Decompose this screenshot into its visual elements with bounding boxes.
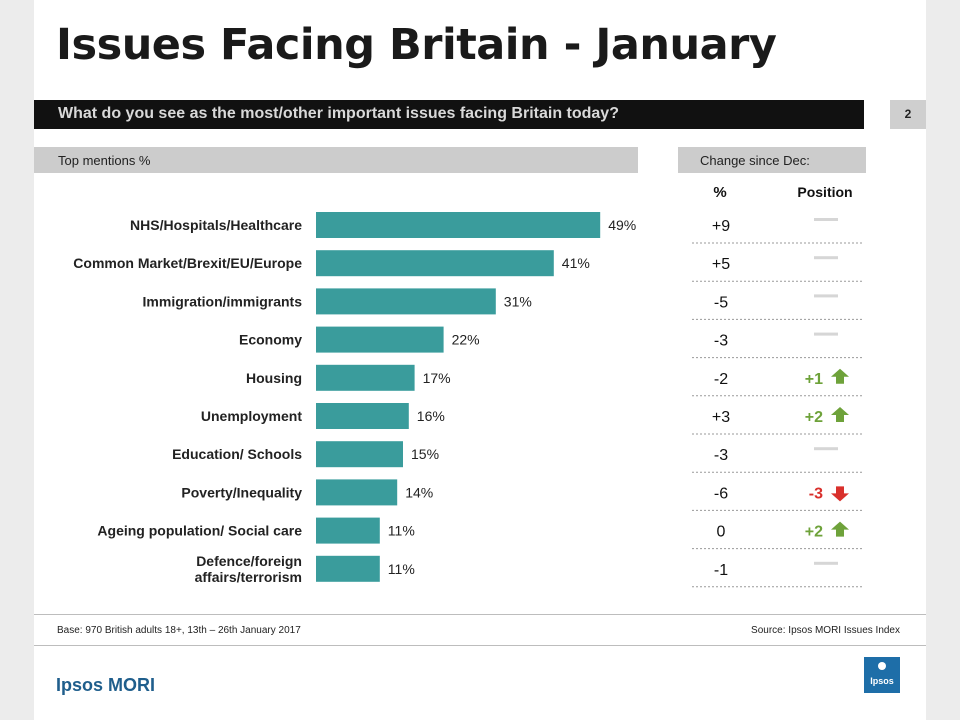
no-change-dash	[814, 561, 838, 565]
no-change-dash	[814, 294, 838, 298]
ipsos-logo: Ipsos	[864, 657, 900, 693]
change-pct: 0	[717, 524, 726, 541]
base-note: Base: 970 British adults 18+, 13th – 26t…	[57, 625, 301, 636]
arrow-up-icon	[831, 521, 849, 537]
page-title: Issues Facing Britain - January	[56, 20, 777, 70]
bar	[316, 517, 380, 544]
category-label: Poverty/Inequality	[181, 484, 302, 500]
change-pct: -5	[714, 294, 728, 311]
data-label: 11%	[388, 561, 415, 577]
data-label: 11%	[388, 523, 415, 539]
change-pct: -3	[714, 447, 728, 464]
data-label: 22%	[452, 332, 480, 348]
footer-divider-top	[34, 614, 926, 615]
category-label: Education/ Schools	[172, 446, 302, 462]
change-pct: +5	[712, 256, 730, 273]
bar	[316, 441, 403, 468]
bar	[316, 250, 554, 277]
change-since-header: Change since Dec:	[678, 147, 866, 173]
category-label: Defence/foreign affairs/terrorism	[195, 553, 302, 585]
position-change: +1	[805, 371, 823, 388]
category-label: Economy	[239, 332, 302, 348]
brand-name: Ipsos MORI	[56, 675, 156, 695]
footer-divider-bottom	[34, 645, 926, 646]
category-label: Common Market/Brexit/EU/Europe	[73, 255, 302, 271]
bar	[316, 326, 444, 353]
arrow-up-icon	[831, 368, 849, 384]
data-label: 31%	[504, 293, 532, 309]
no-change-dash	[814, 256, 838, 260]
data-label: 49%	[608, 217, 636, 233]
question-text: What do you see as the most/other import…	[58, 105, 619, 122]
position-change: -3	[809, 485, 823, 502]
pct-column-header: %	[713, 184, 727, 201]
position-change: +2	[805, 524, 823, 541]
change-pct: +9	[712, 218, 730, 235]
change-pct: -6	[714, 485, 728, 502]
arrow-down-icon	[831, 486, 849, 502]
category-label: Housing	[246, 370, 302, 386]
data-label: 41%	[562, 255, 590, 271]
bar	[316, 479, 398, 506]
position-column-header: Position	[797, 184, 853, 200]
no-change-dash	[814, 332, 838, 336]
bar	[316, 212, 601, 238]
bar	[316, 555, 380, 582]
change-pct: +3	[712, 409, 730, 426]
top-mentions-header: Top mentions %	[34, 147, 638, 173]
logo-dot	[878, 662, 886, 670]
category-label: Unemployment	[201, 408, 302, 424]
category-label: Immigration/immigrants	[143, 293, 303, 309]
change-pct: -3	[714, 333, 728, 350]
top-mentions-label: Top mentions %	[58, 153, 151, 168]
bar	[316, 364, 415, 391]
data-label: 16%	[417, 408, 445, 424]
position-change: +2	[805, 409, 823, 426]
question-banner: What do you see as the most/other import…	[34, 100, 864, 129]
bar	[316, 288, 496, 315]
bar	[316, 403, 409, 429]
logo-text: Ipsos	[870, 676, 894, 686]
category-label: Ageing population/ Social care	[97, 523, 302, 539]
no-change-dash	[814, 218, 838, 221]
category-label: NHS/Hospitals/Healthcare	[130, 217, 302, 233]
arrow-up-icon	[831, 407, 849, 422]
data-label: 17%	[423, 370, 451, 386]
source-note: Source: Ipsos MORI Issues Index	[751, 625, 900, 636]
data-label: 14%	[405, 484, 433, 500]
change-pct: -1	[714, 562, 728, 579]
change-pct: -2	[714, 371, 728, 388]
page-number: 2	[890, 100, 926, 129]
data-label: 15%	[411, 446, 439, 462]
change-since-label: Change since Dec:	[700, 153, 810, 168]
no-change-dash	[814, 447, 838, 451]
